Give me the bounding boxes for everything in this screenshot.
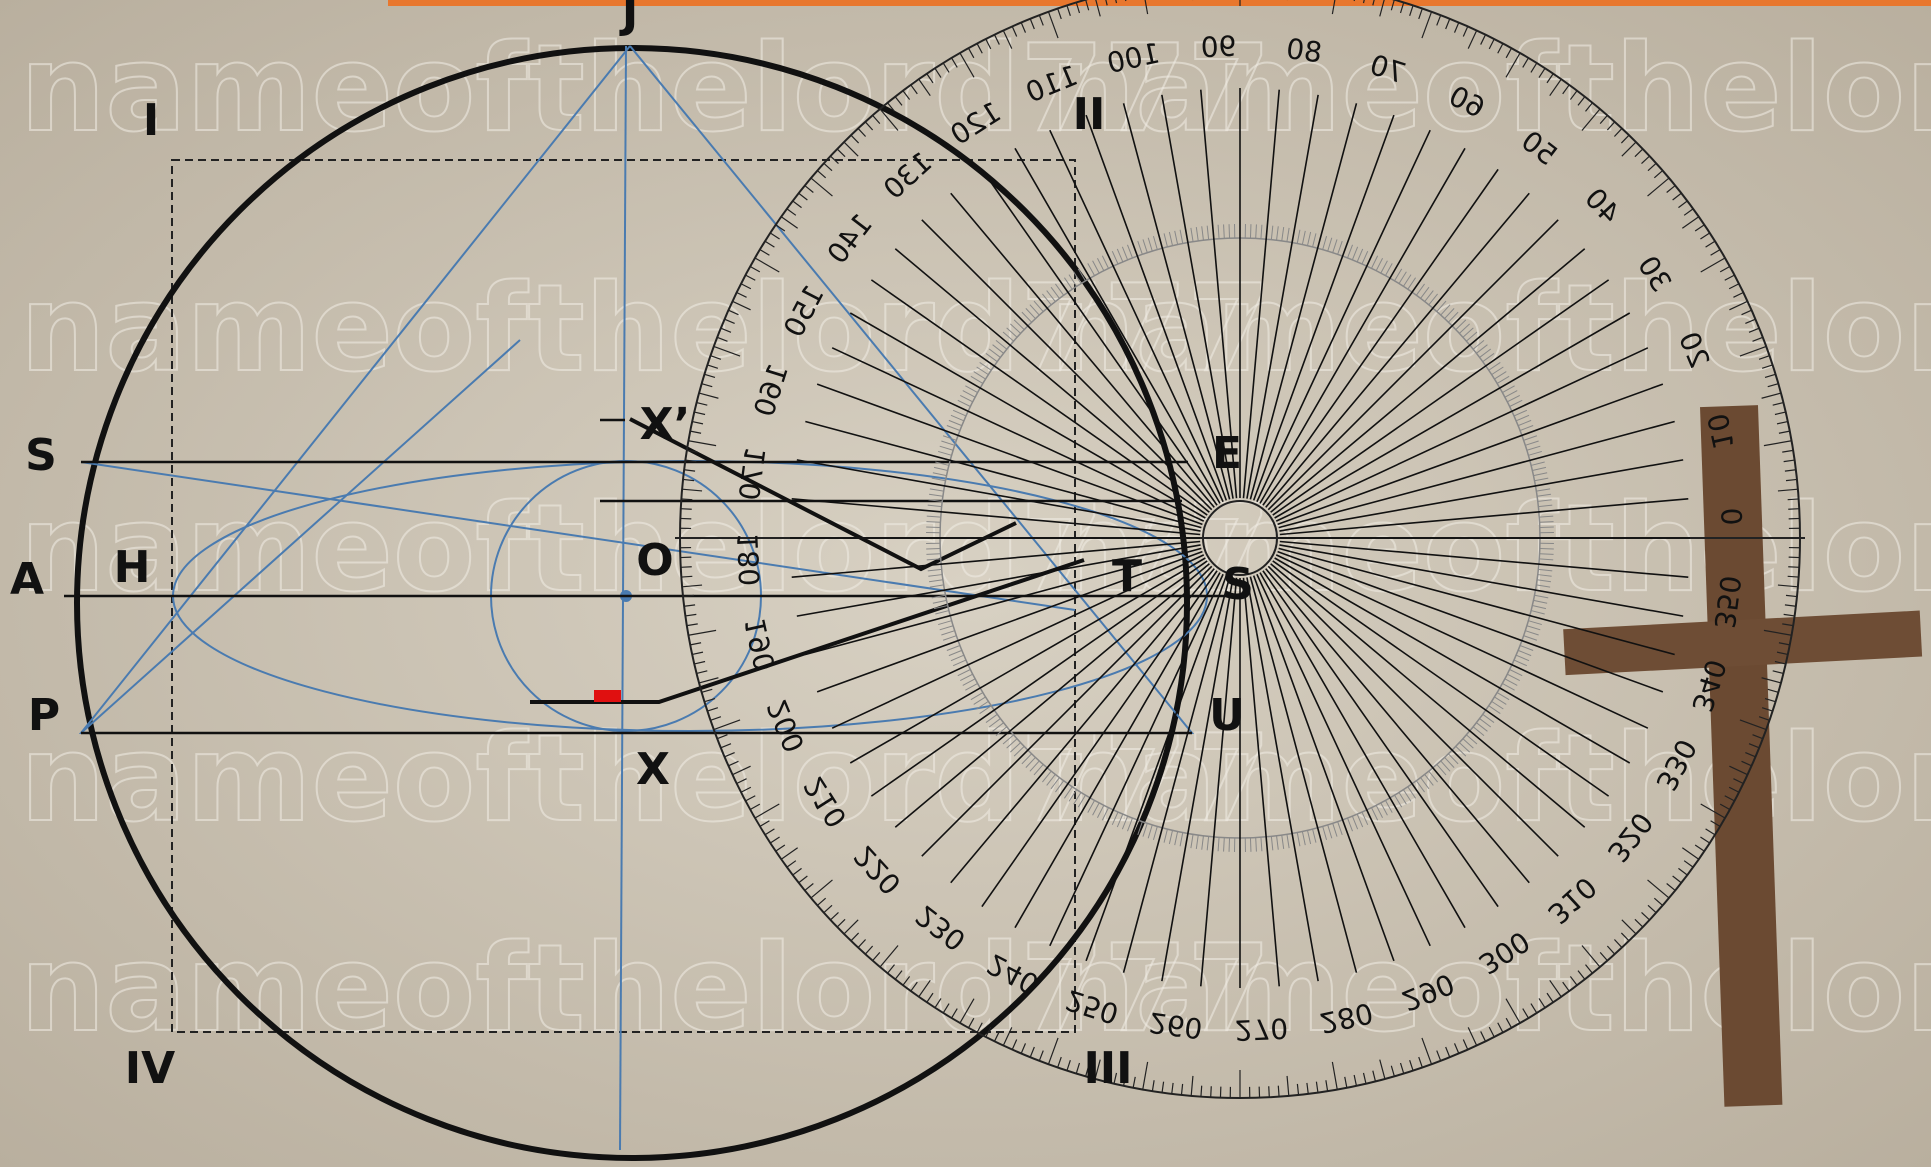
degree-label: 0 (1714, 507, 1748, 526)
degree-tick (1788, 576, 1799, 577)
degree-tick (681, 567, 692, 568)
red-marker (594, 690, 621, 702)
diagram: nameofthelord777nameofthelord777nameofth… (0, 0, 1931, 1167)
degree-tick (1788, 499, 1799, 500)
point-label: A (10, 554, 44, 605)
point-label: S (25, 430, 57, 481)
point-label: S (1222, 559, 1254, 610)
degree-tick (1201, 1086, 1202, 1097)
point-label: IV (125, 1043, 175, 1094)
watermark: nameofthelord777 (1050, 710, 1931, 849)
degree-label: 260 (1147, 1005, 1204, 1045)
degree-tick (1788, 509, 1799, 510)
degree-label: 80 (1284, 32, 1324, 69)
point-label: P (28, 690, 60, 741)
point-label: X (636, 744, 670, 795)
point-label: II (1073, 89, 1106, 140)
top-bar (388, 0, 1931, 6)
degree-tick (1788, 567, 1799, 568)
degree-tick (681, 509, 692, 510)
point-label: III (1083, 1043, 1132, 1094)
degree-tick (1211, 1086, 1212, 1097)
point-label: J (619, 0, 638, 38)
point-label: U (1209, 690, 1245, 741)
degree-tick (1278, 1086, 1279, 1097)
degree-label: 270 (1234, 1011, 1289, 1046)
degree-label: 170 (733, 445, 773, 502)
point-label: T (1112, 551, 1142, 602)
watermark: nameofthelord777 (1050, 20, 1931, 159)
degree-tick (681, 576, 692, 577)
point-label: O (636, 535, 673, 586)
degree-label: 180 (731, 532, 766, 587)
point-label: H (114, 542, 151, 593)
point-label: I (143, 95, 159, 146)
degree-tick (681, 499, 692, 500)
degree-label: 350 (1707, 574, 1747, 631)
point-label: E (1212, 428, 1242, 479)
degree-tick (1269, 1086, 1270, 1097)
point-label: X’ (640, 399, 691, 450)
degree-label: 90 (1200, 30, 1237, 65)
